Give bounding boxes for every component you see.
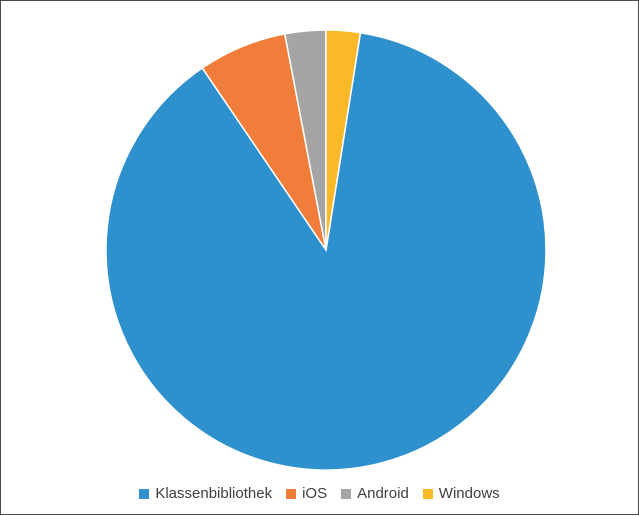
legend-item-klassenbibliothek: Klassenbibliothek: [139, 485, 272, 502]
pie-slice-windows: [325, 29, 362, 251]
legend: Klassenbibliothek iOS Android Windows: [1, 485, 638, 502]
legend-label: iOS: [302, 485, 328, 502]
legend-item-windows: Windows: [422, 485, 500, 502]
legend-swatch: [139, 488, 150, 499]
legend-item-ios: iOS: [286, 485, 327, 502]
legend-item-android: Android: [341, 485, 409, 502]
legend-swatch: [341, 488, 352, 499]
legend-label: Windows: [438, 485, 500, 502]
legend-label: Android: [357, 485, 409, 502]
legend-swatch: [286, 488, 297, 499]
legend-label: Klassenbibliothek: [155, 485, 273, 502]
legend-swatch: [422, 488, 433, 499]
pie-slice-klassenbibliothek: [105, 31, 547, 471]
